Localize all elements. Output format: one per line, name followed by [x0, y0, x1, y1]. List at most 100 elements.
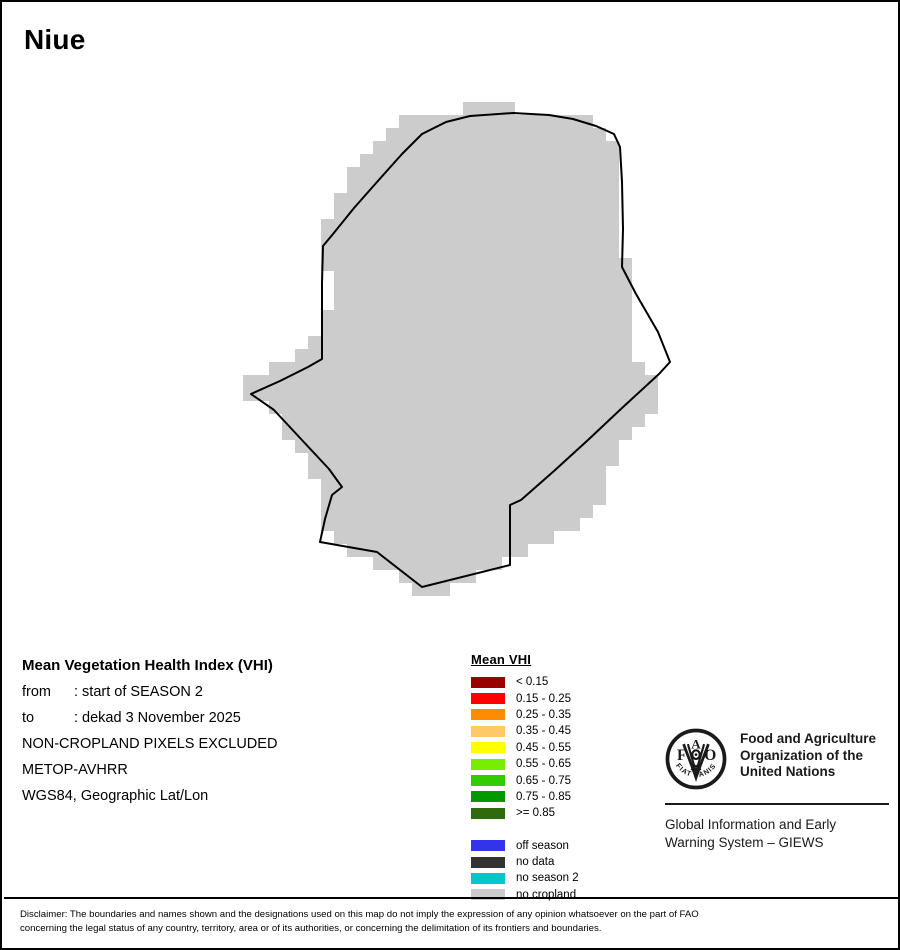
legend-label: no cropland: [516, 888, 577, 901]
raster-cell: [386, 128, 606, 141]
info-line-projection: WGS84, Geographic Lat/Lon: [22, 788, 209, 804]
raster-cell: [308, 466, 606, 479]
legend-label: off season: [516, 839, 569, 852]
legend-row-class-1[interactable]: 0.15 - 0.25: [471, 690, 579, 706]
legend-status-list: off season no data no season 2 no cropland: [471, 838, 579, 904]
raster-cell: [243, 388, 658, 401]
legend-swatch: [471, 856, 505, 868]
giews-text: Global Information and Early Warning Sys…: [665, 816, 889, 851]
raster-cell: [463, 102, 515, 115]
legend-row-class-8[interactable]: >= 0.85: [471, 805, 579, 821]
legend-label: < 0.15: [516, 676, 549, 689]
legend-swatch: [471, 758, 505, 770]
raster-cell: [347, 167, 619, 180]
raster-cell: [334, 531, 554, 544]
raster-cell: [347, 180, 619, 193]
svg-text:F: F: [677, 747, 686, 764]
fao-name-line-2: Organization of the: [740, 747, 863, 763]
legend-row-status-0[interactable]: off season: [471, 838, 579, 854]
fao-logo-icon: F A O FIAT PANIS: [665, 728, 727, 790]
legend-label: 0.65 - 0.75: [516, 774, 571, 787]
raster-cell: [269, 362, 645, 375]
legend-swatch: [471, 742, 505, 754]
raster-cell: [295, 440, 619, 453]
raster-cell: [321, 518, 580, 531]
raster-cell: [321, 323, 632, 336]
raster-cell: [321, 258, 632, 271]
legend-row-class-6[interactable]: 0.65 - 0.75: [471, 772, 579, 788]
legend-label: 0.35 - 0.45: [516, 725, 571, 738]
giews-line-2: Warning System – GIEWS: [665, 834, 824, 850]
legend-swatch: [471, 791, 505, 803]
disclaimer-line-1: Disclaimer: The boundaries and names sho…: [20, 909, 699, 920]
svg-text:A: A: [691, 736, 701, 751]
legend-label: 0.75 - 0.85: [516, 790, 571, 803]
info-to-label: to: [22, 710, 35, 726]
legend-row-class-0[interactable]: < 0.15: [471, 674, 579, 690]
info-to-value: : dekad 3 November 2025: [74, 710, 241, 726]
legend-row-class-5[interactable]: 0.55 - 0.65: [471, 756, 579, 772]
info-row-to: to : dekad 3 November 2025: [22, 710, 452, 726]
fao-organization-name: Food and Agriculture Organization of the…: [740, 728, 876, 781]
raster-no-cropland-layer: [243, 102, 658, 596]
page-title: Niue: [24, 24, 86, 55]
raster-cell: [282, 414, 645, 427]
raster-cell: [463, 115, 593, 128]
raster-cell: [373, 557, 502, 570]
legend-gap: [471, 822, 579, 838]
raster-cell: [399, 570, 476, 583]
legend-label: >= 0.85: [516, 807, 556, 820]
raster-cell: [347, 544, 528, 557]
raster-cell: [308, 336, 632, 349]
legend-row-status-2[interactable]: no season 2: [471, 870, 579, 886]
raster-cell: [321, 310, 632, 323]
legend-swatch: [471, 676, 505, 688]
info-line-sensor: METOP-AVHRR: [22, 762, 128, 778]
legend-swatch: [471, 889, 505, 901]
info-heading: Mean Vegetation Health Index (VHI): [22, 657, 273, 674]
legend-swatch: [471, 725, 505, 737]
raster-cell: [321, 219, 619, 232]
legend-swatch: [471, 709, 505, 721]
legend-label: no data: [516, 856, 555, 869]
map-legend: Mean VHI < 0.15 0.15 - 0.25 0.25 - 0.35 0.3…: [471, 652, 579, 903]
legend-swatch: [471, 775, 505, 787]
raster-cell: [308, 453, 619, 466]
raster-cell: [321, 505, 593, 518]
legend-row-class-3[interactable]: 0.35 - 0.45: [471, 723, 579, 739]
legend-row-class-4[interactable]: 0.45 - 0.55: [471, 740, 579, 756]
fao-name-line-1: Food and Agriculture: [740, 731, 876, 746]
raster-cell: [373, 141, 619, 154]
legend-label: no season 2: [516, 872, 579, 885]
disclaimer-text: Disclaimer: The boundaries and names sho…: [20, 908, 886, 935]
legend-swatch: [471, 807, 505, 819]
legend-row-class-7[interactable]: 0.75 - 0.85: [471, 789, 579, 805]
raster-cell: [321, 232, 619, 245]
raster-cell: [243, 375, 658, 388]
raster-cell: [334, 193, 619, 206]
raster-cell: [269, 401, 658, 414]
info-from-label: from: [22, 684, 51, 700]
legend-class-list: < 0.15 0.15 - 0.25 0.25 - 0.35 0.35 - 0.45 0…: [471, 674, 579, 822]
fao-branding-block: F A O FIAT PANIS Food and Agriculture Or…: [665, 728, 889, 851]
legend-label: 0.45 - 0.55: [516, 741, 571, 754]
fao-top-row: F A O FIAT PANIS Food and Agriculture Or…: [665, 728, 889, 790]
raster-cell: [321, 245, 619, 258]
legend-row-status-1[interactable]: no data: [471, 854, 579, 870]
legend-swatch: [471, 693, 505, 705]
legend-row-class-2[interactable]: 0.25 - 0.35: [471, 707, 579, 723]
info-from-value: : start of SEASON 2: [74, 684, 203, 700]
raster-cell: [321, 492, 606, 505]
legend-row-status-3[interactable]: no cropland: [471, 887, 579, 903]
legend-title: Mean VHI: [471, 652, 532, 667]
map-svg[interactable]: [2, 62, 898, 642]
legend-label: 0.15 - 0.25: [516, 692, 571, 705]
info-row-from: from : start of SEASON 2: [22, 684, 452, 700]
country-boundary-polygon: [250, 112, 671, 588]
raster-cell: [334, 271, 632, 284]
legend-swatch: [471, 872, 505, 884]
legend-swatch: [471, 840, 505, 852]
fao-name-line-3: United Nations: [740, 764, 836, 779]
map-canvas[interactable]: [2, 62, 898, 642]
